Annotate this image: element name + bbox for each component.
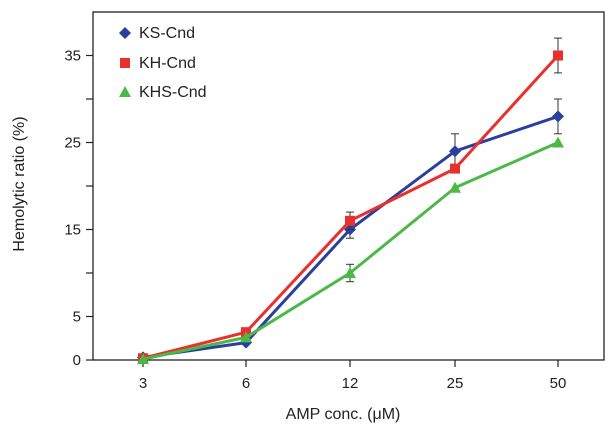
legend-marker (119, 27, 131, 39)
y-axis-ticks: 0 5 15 25 35 (64, 48, 93, 369)
legend-marker (120, 58, 130, 68)
series-layer (137, 37, 564, 365)
x-tick-label: 12 (342, 375, 359, 392)
data-point (552, 110, 564, 123)
legend: KS-Cnd KH-Cnd KHS-Cnd (119, 25, 207, 101)
y-tick-label: 25 (64, 135, 81, 152)
y-tick-label: 35 (64, 48, 81, 65)
data-point (137, 353, 149, 365)
x-tick-label: 25 (447, 375, 464, 392)
legend-marker (119, 86, 131, 97)
series-ks-cnd (137, 98, 564, 364)
legend-label: KH-Cnd (139, 55, 196, 72)
legend-label: KS-Cnd (139, 25, 195, 42)
x-axis-ticks: 3 6 12 25 50 (139, 360, 567, 392)
data-point (345, 215, 355, 226)
y-tick-label: 0 (73, 352, 81, 369)
data-point (240, 331, 252, 343)
x-tick-label: 3 (139, 375, 147, 392)
data-point (553, 50, 563, 61)
y-tick-label: 15 (64, 222, 81, 239)
x-tick-label: 50 (550, 375, 567, 392)
legend-label: KHS-Cnd (139, 84, 207, 101)
series-line (142, 141, 559, 361)
data-point (449, 181, 461, 193)
data-point (552, 136, 564, 148)
x-tick-label: 6 (242, 375, 250, 392)
y-axis-label: Hemolytic ratio (%) (11, 116, 28, 251)
y-tick-label: 5 (73, 309, 81, 326)
data-point (450, 163, 460, 174)
data-point (344, 267, 356, 278)
series-khs-cnd (137, 136, 564, 365)
x-axis-label: AMP conc. (μM) (286, 406, 401, 423)
data-point (449, 145, 461, 158)
